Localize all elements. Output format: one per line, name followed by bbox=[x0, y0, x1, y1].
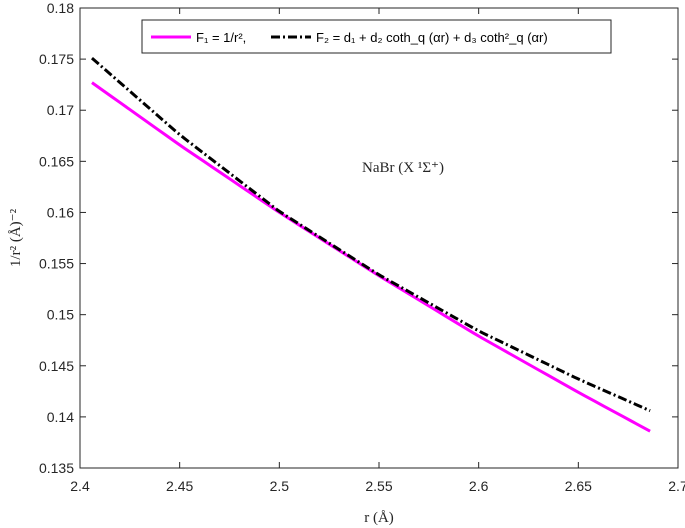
y-tick-label: 0.175 bbox=[39, 51, 74, 67]
legend-box bbox=[141, 19, 612, 54]
x-tick-label: 2.5 bbox=[270, 478, 290, 494]
y-tick-label: 0.18 bbox=[47, 0, 74, 16]
annotation-nabr: NaBr (X ¹Σ⁺) bbox=[362, 160, 444, 176]
axis-ticks: 2.4 2.45 2.5 2.55 2.6 2.65 2.7 0.135 0.14 0.145 0.… bbox=[39, 0, 685, 494]
series-line-f2 bbox=[90, 56, 651, 413]
x-tick-label: 2.4 bbox=[70, 478, 90, 494]
x-tick-label: 2.6 bbox=[469, 478, 489, 494]
x-tick-label: 2.45 bbox=[166, 478, 193, 494]
x-tick-label: 2.7 bbox=[668, 478, 685, 494]
y-tick-label: 0.16 bbox=[47, 204, 74, 220]
legend-label-f1: F₁ = 1/r², bbox=[196, 30, 246, 45]
x-tick-label: 2.55 bbox=[365, 478, 392, 494]
y-tick-label: 0.145 bbox=[39, 358, 74, 374]
x-tick-label: 2.65 bbox=[565, 478, 592, 494]
series-line-f1 bbox=[91, 81, 651, 433]
series-group bbox=[90, 56, 651, 433]
y-tick-label: 0.14 bbox=[47, 409, 74, 425]
legend-label-f2: F₂ = d₁ + d₂ coth_q (αr) + d₃ coth²_q (α… bbox=[316, 30, 548, 45]
y-tick-label: 0.15 bbox=[47, 307, 74, 323]
legend: F₁ = 1/r², F₂ = d₁ + d₂ coth_q (αr) + d₃… bbox=[141, 19, 612, 54]
y-axis-label: 1/r² (Å)⁻² bbox=[8, 208, 24, 267]
y-tick-label: 0.17 bbox=[47, 102, 74, 118]
x-axis-label: r (Å) bbox=[364, 510, 394, 526]
y-tick-label: 0.165 bbox=[39, 153, 74, 169]
y-tick-label: 0.135 bbox=[39, 460, 74, 476]
y-tick-label: 0.155 bbox=[39, 256, 74, 272]
